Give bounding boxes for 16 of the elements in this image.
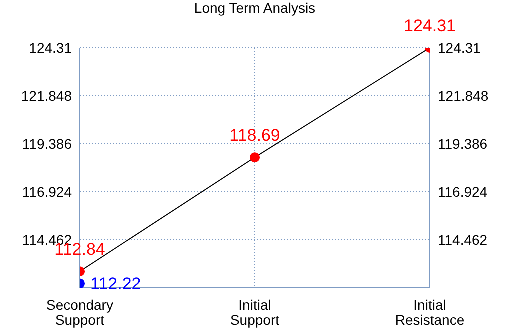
y-tick-label: 121.848 bbox=[21, 88, 72, 104]
y2-tick-label: 116.924 bbox=[438, 184, 488, 200]
x-tick-label: Initial Resistance bbox=[395, 297, 465, 328]
y-tick-label: 124.31 bbox=[29, 40, 72, 56]
y2-tick-label: 124.31 bbox=[438, 40, 482, 56]
chart-title: Long Term Analysis bbox=[193, 0, 317, 16]
y-tick-label: 119.386 bbox=[22, 136, 72, 152]
y2-tick-label: 119.386 bbox=[438, 136, 488, 152]
data-label: 124.31 bbox=[404, 16, 456, 36]
y2-tick-label: 114.462 bbox=[438, 232, 488, 248]
data-label: 118.69 bbox=[230, 126, 280, 146]
y-tick-label: 116.924 bbox=[22, 184, 72, 200]
y2-tick-label: 121.848 bbox=[438, 88, 489, 104]
data-label: 112.22 bbox=[90, 274, 142, 294]
x-tick-label: Secondary Support bbox=[46, 297, 114, 328]
x-tick-label: Initial Support bbox=[230, 297, 280, 328]
